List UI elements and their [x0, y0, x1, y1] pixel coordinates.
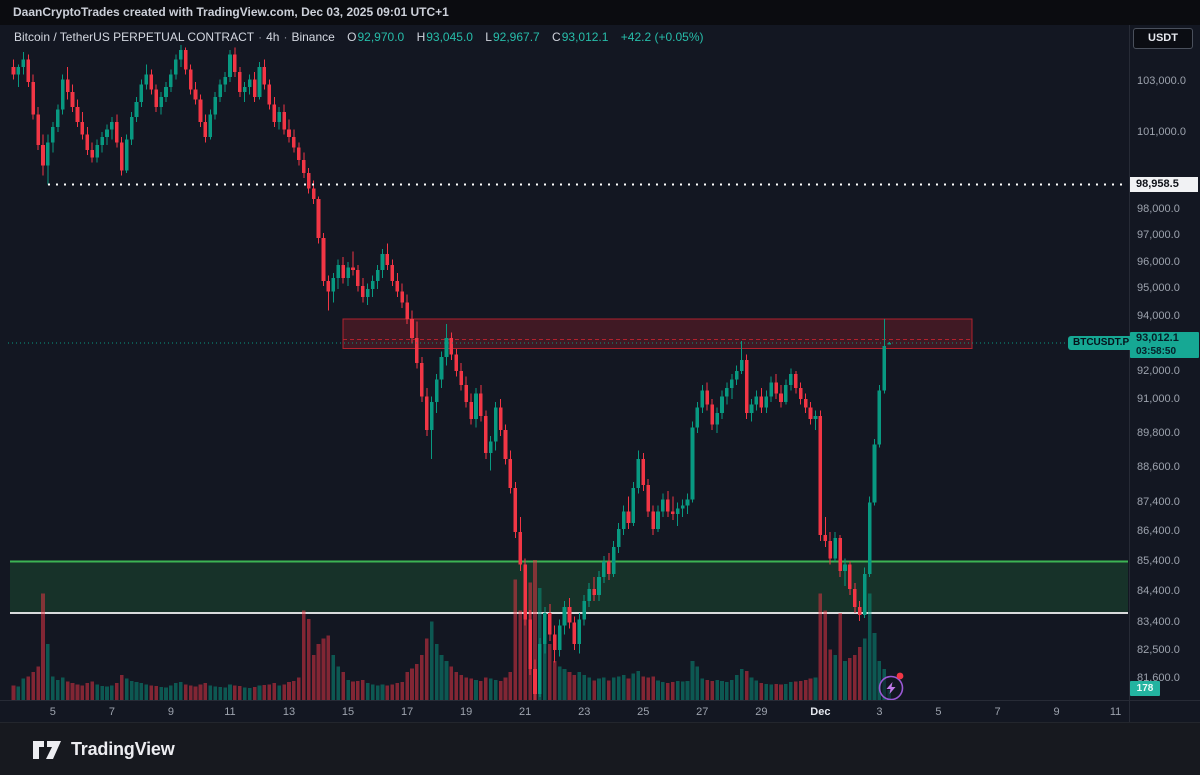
- price-scale-label: 94,000.0: [1137, 309, 1180, 322]
- price-scale-label: 82,500.0: [1137, 643, 1180, 656]
- price-scale-label: 87,400.0: [1137, 495, 1180, 508]
- price-scale-label: 84,400.0: [1137, 585, 1180, 598]
- volume-value-label: 178: [1130, 681, 1160, 696]
- ohlc-high-value: 93,045.0: [426, 30, 473, 44]
- time-scale-label: 5: [49, 706, 56, 718]
- alert-level-price-label: 98,958.5: [1130, 176, 1198, 192]
- price-scale-label: 96,000.0: [1137, 255, 1180, 268]
- price-scale-label: 91,000.0: [1137, 392, 1180, 405]
- time-scale-label: 27: [696, 706, 709, 718]
- currency-toggle-button[interactable]: USDT: [1133, 28, 1193, 49]
- legend-symbol-title[interactable]: Bitcoin / TetherUS PERPETUAL CONTRACT: [14, 30, 255, 44]
- time-scale-label: 15: [341, 706, 355, 718]
- time-scale-label: 7: [108, 706, 115, 718]
- notification-dot-icon: [896, 672, 904, 680]
- time-scale-label: 17: [400, 706, 414, 718]
- time-scale-label: 3: [876, 706, 883, 718]
- time-scale-label: Dec: [810, 706, 831, 718]
- tradingview-logo-icon[interactable]: [32, 736, 62, 762]
- tradingview-wordmark[interactable]: TradingView: [71, 738, 175, 759]
- time-scale-label: 23: [578, 706, 591, 718]
- time-scale-label: 25: [637, 706, 650, 718]
- legend-separator: ·: [258, 30, 263, 44]
- time-scale-label: 7: [994, 706, 1001, 718]
- ohlc-open-value: 92,970.0: [357, 30, 405, 44]
- time-scale-label: 9: [167, 706, 174, 718]
- time-scale-label: 29: [755, 706, 768, 718]
- time-scale[interactable]: 5 7 9 11 13 15 17 19 21 23 25 27 29 Dec 3 5 7 9 11: [0, 700, 1200, 723]
- bar-countdown: 03:58:50: [1136, 345, 1177, 357]
- time-scale-label: 21: [519, 706, 532, 718]
- legend-interval[interactable]: 4h: [266, 30, 280, 44]
- price-scale-separator: [1129, 25, 1130, 722]
- lightning-bolt-icon: [886, 682, 896, 694]
- price-scale-label: 98,000.0: [1137, 202, 1180, 215]
- time-scale-label: 5: [935, 706, 942, 718]
- price-scale-label: 85,400.0: [1137, 555, 1180, 568]
- price-scale-label: 92,000.0: [1137, 364, 1180, 377]
- price-scale-label: 95,000.0: [1137, 282, 1180, 295]
- ohlc-low-label: L: [485, 30, 492, 44]
- supply-zone[interactable]: [342, 318, 973, 349]
- time-scale-label: 19: [460, 706, 473, 718]
- price-scale-label: 97,000.0: [1137, 229, 1180, 242]
- price-scale-label: 86,400.0: [1137, 525, 1180, 538]
- last-bar-lightning-icon[interactable]: [878, 672, 904, 701]
- footer-bar: TradingView: [0, 722, 1200, 775]
- ohlc-close-label: C: [552, 30, 561, 44]
- price-scale-label: 89,800.0: [1137, 426, 1180, 439]
- change-value: +42.2 (+0.05%): [620, 30, 704, 44]
- attribution-bar: DaanCryptoTrades created with TradingVie…: [0, 0, 1200, 25]
- ohlc-close-value: 93,012.1: [561, 30, 609, 44]
- price-scale-label: 103,000.0: [1137, 75, 1186, 88]
- time-scale-label: 9: [1053, 706, 1060, 718]
- candlesticks: [11, 44, 892, 701]
- legend-separator: ·: [283, 30, 288, 44]
- price-scale-label: 88,600.0: [1137, 461, 1180, 474]
- price-scale-label: 83,400.0: [1137, 615, 1180, 628]
- symbol-price-tag: BTCUSDT.P: [1068, 336, 1135, 351]
- ohlc-low-value: 92,967.7: [492, 30, 540, 44]
- price-scale-label: 101,000.0: [1137, 125, 1186, 138]
- level-lines: [8, 183, 1128, 344]
- current-price-label: 93,012.1 03:58:50: [1130, 331, 1199, 358]
- legend-exchange: Binance: [291, 30, 335, 44]
- time-scale-label: 11: [224, 706, 236, 718]
- price-scale-label: 81,600.0: [1137, 671, 1180, 684]
- time-scale-label: 11: [1109, 706, 1122, 718]
- legend[interactable]: Bitcoin / TetherUS PERPETUAL CONTRACT · 4h…: [14, 30, 704, 44]
- ohlc-high-label: H: [416, 30, 426, 44]
- current-price-value: 93,012.1: [1136, 331, 1179, 344]
- time-scale-label: 13: [282, 706, 296, 718]
- ohlc-open-label: O: [347, 30, 357, 44]
- attribution-text: DaanCryptoTrades created with TradingVie…: [13, 5, 449, 19]
